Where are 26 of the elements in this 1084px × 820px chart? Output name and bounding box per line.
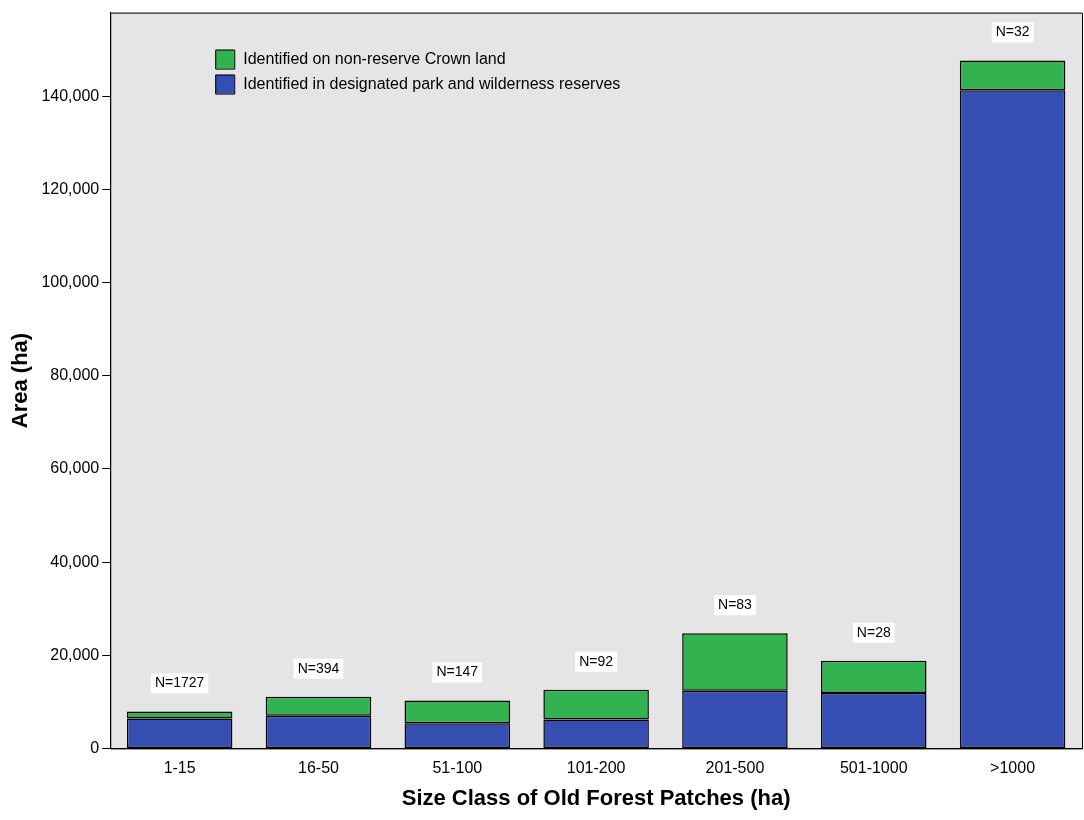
y-tick-label: 120,000 xyxy=(41,179,100,197)
legend-label: Identified in designated park and wilderness reserves xyxy=(243,75,621,93)
x-tick-label: 1-15 xyxy=(163,759,196,777)
y-tick-label: 0 xyxy=(90,738,100,756)
annotation: N=394 xyxy=(297,659,340,676)
x-tick-label: >1000 xyxy=(990,759,1036,777)
legend-label: Identified on non-reserve Crown land xyxy=(243,50,506,68)
x-axis-title: Size Class of Old Forest Patches (ha) xyxy=(401,784,791,810)
annotation: N=92 xyxy=(579,652,614,669)
y-tick-label: 140,000 xyxy=(41,86,100,104)
x-tick-label: 16-50 xyxy=(298,759,340,777)
y-axis-title: Area (ha) xyxy=(7,332,33,429)
annotation: N=1727 xyxy=(154,674,205,691)
x-tick-label: 101-200 xyxy=(566,759,626,777)
y-tick-label: 100,000 xyxy=(41,273,100,291)
x-tick-label: 201-500 xyxy=(705,759,765,777)
y-tick-label: 80,000 xyxy=(50,366,100,384)
y-tick-label: 40,000 xyxy=(50,552,100,570)
annotation: N=83 xyxy=(718,596,753,613)
x-tick-label: 51-100 xyxy=(432,759,483,777)
y-tick-label: 60,000 xyxy=(50,459,100,477)
annotation: N=147 xyxy=(436,663,479,680)
annotation: N=32 xyxy=(995,23,1030,40)
x-tick-label: 501-1000 xyxy=(839,759,908,777)
y-tick-label: 20,000 xyxy=(50,645,100,663)
annotation: N=28 xyxy=(856,623,891,640)
